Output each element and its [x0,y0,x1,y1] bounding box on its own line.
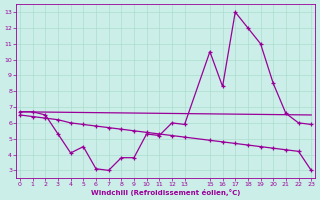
X-axis label: Windchill (Refroidissement éolien,°C): Windchill (Refroidissement éolien,°C) [91,189,240,196]
